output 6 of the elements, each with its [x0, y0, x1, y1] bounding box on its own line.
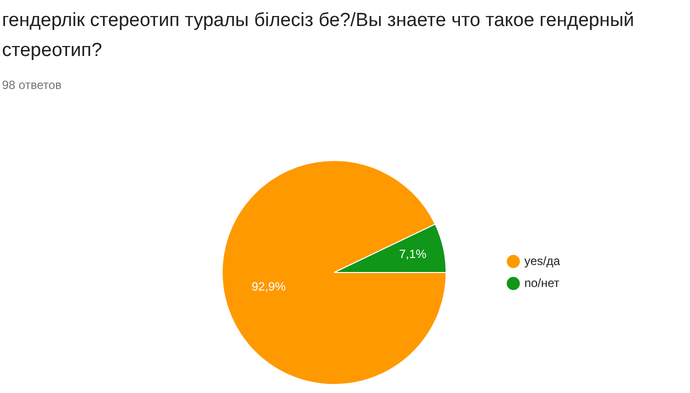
- text: 98 ответов: [2, 78, 62, 92]
- chart-title: гендерлік стереотип туралы білесіз бе?/Вы знаете что такое гендерный стереотип?: [2, 9, 636, 63]
- legend-label: no/нет: [524, 276, 560, 290]
- legend-label: yes/да: [524, 254, 560, 268]
- data-label: 7,1%: [399, 246, 427, 261]
- data-label: 92,9%: [252, 280, 286, 294]
